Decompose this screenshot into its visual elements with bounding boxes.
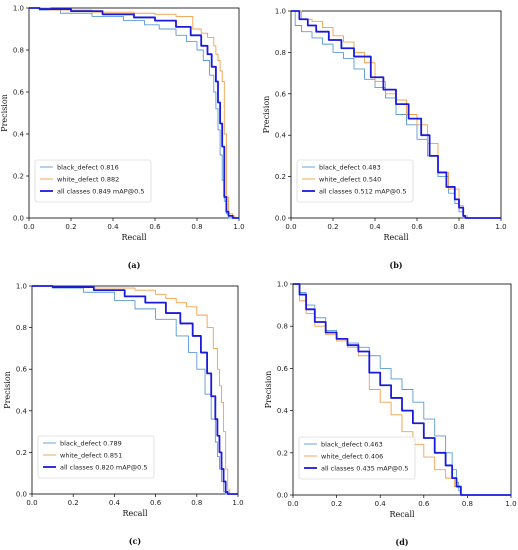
y-tick-label: 0.0 (16, 491, 27, 499)
y-tick-label: 1.0 (16, 283, 27, 291)
y-tick-label: 0.2 (277, 449, 288, 457)
legend-entry: all classes 0.512 mAP@0.5 (319, 188, 406, 196)
x-tick-label: 0.8 (462, 500, 473, 508)
x-tick-label: 0.0 (287, 500, 298, 508)
legend-entry: all classes 0.820 mAP@0.5 (60, 464, 147, 472)
x-tick-label: 0.0 (23, 223, 34, 231)
x-axis-label: Recall (121, 233, 147, 242)
pr-curve-line (293, 283, 511, 496)
x-tick-label: 0.2 (327, 223, 338, 231)
y-tick-label: 1.0 (13, 5, 24, 13)
legend-entry: white_defect 0.540 (319, 176, 381, 184)
y-axis-label: Precision (0, 94, 9, 132)
legend-entry: all classes 0.849 mAP@0.5 (57, 188, 144, 196)
y-tick-label: 0.6 (13, 89, 25, 97)
x-axis-label: Recall (389, 510, 415, 519)
legend-box (298, 436, 416, 480)
y-tick-label: 0.4 (277, 407, 289, 415)
legend-entry: black_defect 0.483 (319, 164, 381, 172)
y-tick-label: 0.4 (13, 131, 25, 139)
pr-curve-line (29, 7, 239, 219)
x-tick-label: 0.2 (65, 223, 76, 231)
chart-panel: 0.0 0.2 0.4 0.6 0.8 1.0 0.0 0.2 0.4 0.6 0.8 1.0 Reca… (3, 283, 244, 547)
legend-entry: black_defect 0.816 (57, 164, 119, 172)
legend-entry: black_defect 0.463 (321, 441, 383, 449)
x-tick-label: 0.6 (150, 499, 162, 507)
y-axis-label: Precision (3, 371, 12, 409)
y-tick-label: 0.2 (13, 173, 24, 181)
x-tick-label: 0.4 (109, 499, 121, 507)
legend-box (37, 435, 155, 479)
x-tick-label: 0.8 (453, 223, 464, 231)
x-tick-label: 0.8 (191, 223, 202, 231)
x-tick-label: 0.0 (285, 223, 296, 231)
pr-curve-line (291, 10, 501, 219)
chart-panel: 0.0 0.2 0.4 0.6 0.8 1.0 0.0 0.2 0.4 0.6 0.8 1.0 Reca… (0, 5, 245, 271)
chart-panel: 0.0 0.2 0.4 0.6 0.8 1.0 0.0 0.2 0.4 0.6 0.8 1.0 Reca… (264, 281, 517, 548)
y-axis-label: Precision (262, 96, 271, 134)
x-axis-label: Recall (383, 233, 409, 242)
y-tick-label: 0.8 (277, 323, 288, 331)
y-tick-label: 0.6 (275, 90, 287, 98)
x-tick-label: 0.4 (369, 223, 381, 231)
y-tick-label: 0.6 (16, 366, 28, 374)
x-tick-label: 1.0 (232, 499, 243, 507)
y-tick-label: 0.4 (16, 407, 28, 415)
legend-entry: all classes 0.435 mAP@0.5 (321, 465, 408, 473)
legend-entry: white_defect 0.406 (321, 453, 383, 461)
x-tick-label: 1.0 (505, 500, 516, 508)
y-tick-label: 0.0 (275, 215, 286, 223)
y-tick-label: 0.8 (275, 49, 286, 57)
x-tick-label: 0.0 (26, 499, 37, 507)
pr-curve-line (32, 285, 238, 495)
pr-curve-line (29, 7, 239, 219)
pr-curve-line (29, 7, 239, 219)
x-tick-label: 1.0 (233, 223, 244, 231)
legend-entry: white_defect 0.851 (60, 452, 122, 460)
panel-label: (d) (395, 537, 408, 547)
panel-label: (c) (129, 536, 142, 546)
legend-entry: black_defect 0.789 (60, 440, 122, 448)
x-axis-label: Recall (122, 509, 148, 518)
y-tick-label: 0.0 (13, 215, 24, 223)
x-tick-label: 0.4 (107, 223, 119, 231)
x-tick-label: 0.4 (375, 500, 387, 508)
x-tick-label: 0.6 (411, 223, 423, 231)
y-tick-label: 0.0 (277, 492, 288, 500)
pr-curve-line (291, 10, 501, 219)
x-tick-label: 0.6 (418, 500, 430, 508)
y-tick-label: 0.8 (16, 324, 27, 332)
panel-label: (a) (128, 260, 141, 270)
legend-box (34, 159, 152, 203)
panel-label: (b) (389, 260, 402, 270)
y-tick-label: 0.6 (277, 365, 289, 373)
x-tick-label: 0.6 (149, 223, 161, 231)
x-tick-label: 0.2 (68, 499, 79, 507)
y-tick-label: 0.2 (275, 173, 286, 181)
legend-box (296, 159, 414, 203)
pr-curve-line (32, 285, 238, 495)
y-tick-label: 0.4 (275, 132, 287, 140)
pr-curve-line (32, 285, 238, 495)
y-tick-label: 1.0 (277, 281, 288, 289)
x-tick-label: 0.2 (331, 500, 342, 508)
x-tick-label: 0.8 (191, 499, 202, 507)
legend-entry: white_defect 0.882 (57, 176, 119, 184)
y-axis-label: Precision (264, 371, 273, 409)
y-tick-label: 1.0 (275, 8, 286, 16)
pr-curve-line (293, 283, 511, 496)
chart-panel: 0.0 0.2 0.4 0.6 0.8 1.0 0.0 0.2 0.4 0.6 0.8 1.0 Reca… (262, 8, 507, 271)
pr-curve-line (293, 283, 511, 496)
y-tick-label: 0.2 (16, 449, 27, 457)
x-tick-label: 1.0 (495, 223, 506, 231)
y-tick-label: 0.8 (13, 47, 24, 55)
